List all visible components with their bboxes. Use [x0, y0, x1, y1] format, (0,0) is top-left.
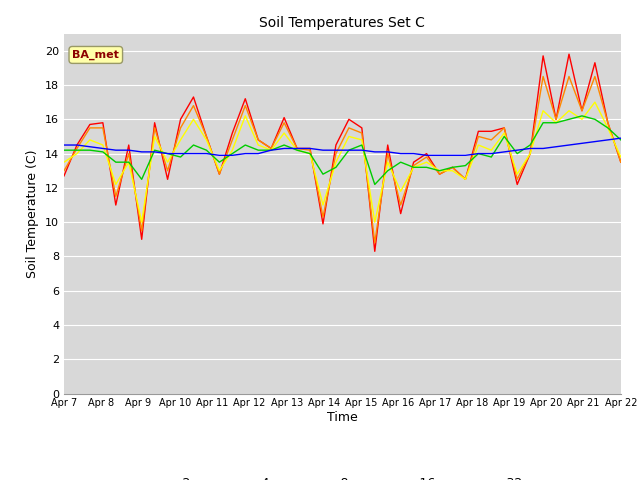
Title: Soil Temperatures Set C: Soil Temperatures Set C — [259, 16, 426, 30]
X-axis label: Time: Time — [327, 411, 358, 424]
Legend: -2cm, -4cm, -8cm, -16cm, -32cm: -2cm, -4cm, -8cm, -16cm, -32cm — [138, 472, 547, 480]
Y-axis label: Soil Temperature (C): Soil Temperature (C) — [26, 149, 40, 278]
Text: BA_met: BA_met — [72, 50, 119, 60]
